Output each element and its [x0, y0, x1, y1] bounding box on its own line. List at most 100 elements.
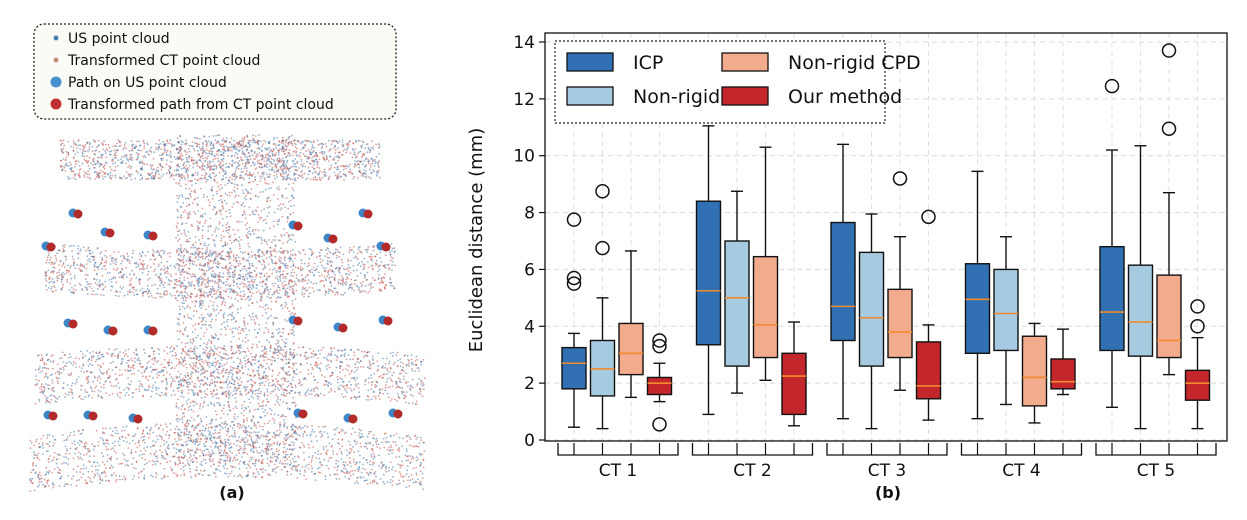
box-iqr: [858, 251, 885, 367]
box-iqr: [781, 352, 807, 416]
chart-x-axis: CT 1 CT 2 CT 3 CT 4 CT 5: [557, 443, 1217, 481]
box-non-rigid-cpd: [1021, 322, 1048, 424]
panel-b-box-plot: 0 2 4 6 8 10 12 14 Euclidean distance (mm) CT 1…: [466, 32, 1228, 502]
legend-label: Non-rigid CPD: [788, 52, 921, 74]
box-iqr: [1099, 245, 1125, 352]
ct-path-point: [393, 409, 403, 419]
box-non-rigid-icp: [1127, 145, 1154, 430]
category-bracket: [826, 443, 948, 456]
outlier-point: [1161, 121, 1177, 136]
outlier-point: [595, 240, 610, 256]
chart-boxes: [561, 43, 1211, 432]
ct-path-point: [133, 414, 143, 424]
outlier-point: [652, 338, 667, 354]
outlier-point: [1190, 319, 1205, 334]
ct-path-point: [48, 411, 58, 421]
box-iqr: [915, 341, 942, 400]
outlier-point: [652, 417, 667, 432]
ct-path-point: [46, 242, 56, 252]
outlier-point: [1104, 78, 1120, 94]
box-icp: [964, 170, 991, 420]
ct-path-point: [73, 209, 83, 219]
legend-a-label: Transformed path from CT point cloud: [67, 97, 334, 113]
box-iqr: [887, 288, 913, 359]
box-non-rigid-cpd: [1156, 43, 1182, 376]
box-non-rigid-cpd: [752, 146, 779, 381]
ct-path-point: [363, 209, 373, 219]
category-bracket: [557, 443, 679, 456]
box-iqr: [695, 200, 722, 346]
box-iqr: [830, 221, 856, 342]
legend-label: ICP: [633, 52, 663, 74]
box-our-method: [1050, 328, 1076, 396]
box-non-rigid-icp: [589, 184, 616, 430]
outlier-point: [566, 212, 582, 227]
category-bracket: [691, 443, 814, 456]
box-non-rigid-icp: [993, 236, 1019, 406]
ct-path-point: [148, 326, 158, 336]
legend-a-marker-icon: [50, 98, 62, 110]
ct-path-point: [293, 316, 303, 326]
y-tick-label: 12: [513, 90, 535, 110]
box-icp: [561, 212, 587, 428]
y-tick-label: 10: [513, 147, 535, 167]
box-our-method: [646, 333, 673, 432]
legend-a-label: Path on US point cloud: [68, 75, 227, 91]
outlier-point: [652, 333, 667, 348]
outlier-point: [566, 276, 582, 291]
outlier-point: [1161, 43, 1177, 58]
outlier-point: [566, 270, 582, 286]
y-tick-label: 4: [524, 317, 535, 337]
ct-path-point: [148, 231, 158, 241]
panel-b-label: (b): [875, 483, 901, 502]
outlier-point: [921, 209, 936, 225]
box-iqr: [561, 346, 587, 390]
chart-y-axis-label: Euclidean distance (mm): [466, 128, 487, 352]
box-iqr: [1050, 358, 1076, 390]
x-category-label: CT 3: [868, 461, 906, 481]
ct-path-point: [328, 234, 338, 244]
panel-a-label: (a): [219, 483, 244, 502]
legend-swatch: [721, 86, 769, 106]
box-iqr: [993, 268, 1019, 352]
box-non-rigid-icp: [724, 190, 750, 394]
ct-path-point: [105, 228, 115, 238]
legend-a-marker-icon: [50, 76, 62, 88]
outlier-point: [892, 171, 908, 186]
box-iqr: [1184, 369, 1211, 401]
legend-swatch: [566, 86, 614, 106]
y-tick-label: 2: [524, 374, 535, 394]
ct-path-point: [338, 323, 348, 333]
box-iqr: [724, 240, 750, 367]
y-tick-label: 8: [524, 204, 535, 224]
box-iqr: [1127, 264, 1154, 357]
box-our-method: [915, 209, 942, 421]
ct-path-point: [298, 409, 308, 419]
ct-path-point: [348, 414, 358, 424]
category-bracket: [1095, 443, 1217, 456]
x-category-label: CT 2: [733, 461, 771, 481]
ct-path-point: [88, 411, 98, 421]
box-iqr: [1156, 274, 1182, 359]
box-icp: [1099, 78, 1125, 409]
ct-path-point: [293, 221, 303, 231]
point-cloud-image: [29, 134, 426, 492]
box-icp: [830, 143, 856, 420]
legend-label: Our method: [788, 86, 902, 108]
outlier-point: [1190, 299, 1205, 314]
box-non-rigid-cpd: [887, 171, 913, 391]
y-tick-label: 0: [524, 431, 535, 451]
box-iqr: [1021, 335, 1048, 407]
panel-a-legend-box: [33, 23, 397, 120]
panel-a-legend: US point cloud Transformed CT point cloud…: [50, 31, 334, 113]
panel-a-point-cloud: US point cloud Transformed CT point cloud…: [29, 23, 426, 502]
box-non-rigid-cpd: [618, 250, 644, 399]
legend-swatch: [566, 52, 614, 72]
category-bracket: [960, 443, 1083, 456]
box-non-rigid-icp: [858, 213, 885, 430]
x-category-label: CT 1: [599, 461, 637, 481]
legend-a-marker-icon: [53, 57, 59, 63]
y-tick-label: 6: [524, 260, 535, 280]
